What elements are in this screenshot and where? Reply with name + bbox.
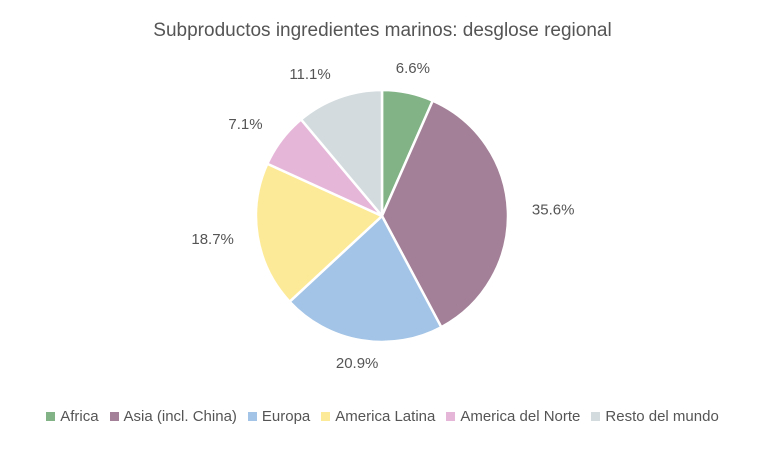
chart-legend: Africa Asia (incl. China) Europa America La…	[0, 408, 765, 425]
slice-value-label: 18.7%	[191, 231, 234, 248]
legend-swatch	[109, 412, 119, 421]
legend-label: America del Norte	[460, 408, 581, 425]
legend-label: Europa	[261, 408, 311, 425]
pie-slice	[254, 162, 384, 303]
legend-label: Asia (incl. China)	[123, 408, 237, 425]
legend-item: Resto del mundo	[591, 408, 719, 425]
legend-item: Europa	[247, 408, 311, 425]
legend-swatch	[46, 412, 56, 421]
legend-label: Africa	[60, 408, 99, 425]
slice-value-label: 35.6%	[532, 201, 575, 218]
slice-value-label: 7.1%	[228, 116, 262, 133]
legend-item: America del Norte	[446, 408, 580, 425]
pie-slice	[380, 99, 510, 329]
pie-slice	[299, 88, 384, 218]
chart-title: Subproductos ingredientes marinos: desgl…	[153, 20, 612, 41]
legend-label: Resto del mundo	[605, 408, 719, 425]
legend-item: Africa	[46, 408, 99, 425]
legend-swatch	[321, 412, 331, 421]
slice-value-label: 20.9%	[336, 355, 379, 372]
slice-value-label: 6.6%	[396, 60, 430, 77]
legend-item: Asia (incl. China)	[109, 408, 237, 425]
legend-swatch	[591, 412, 601, 421]
legend-swatch	[446, 412, 456, 421]
slice-value-label: 11.1%	[289, 66, 330, 83]
pie-slice	[288, 214, 443, 344]
legend-item: America Latina	[321, 408, 435, 425]
legend-swatch	[247, 412, 257, 421]
legend-label: America Latina	[335, 408, 436, 425]
